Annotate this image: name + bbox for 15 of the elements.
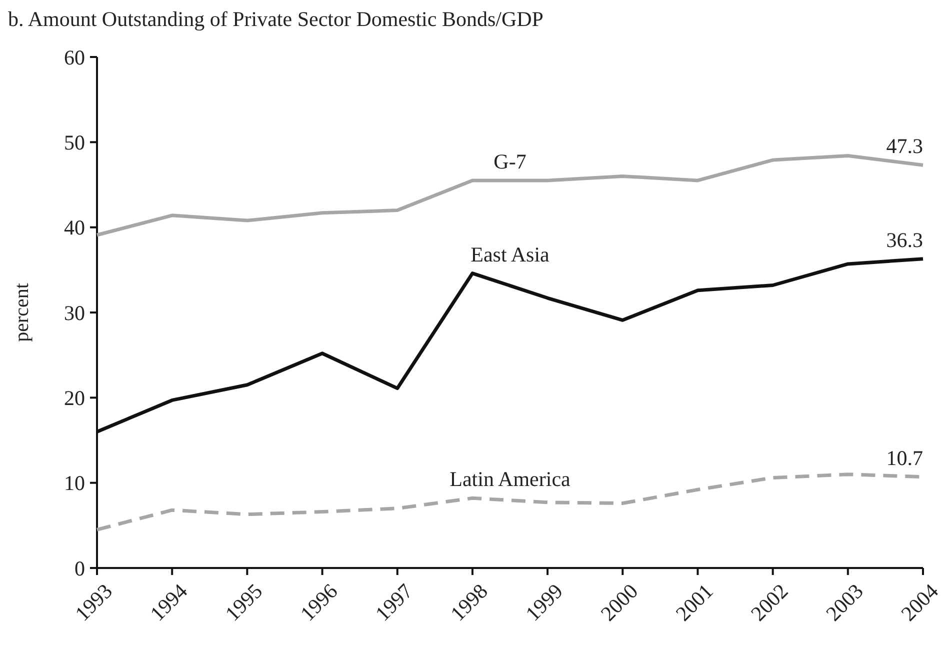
y-tick-label: 20 bbox=[64, 386, 85, 410]
series-label: Latin America bbox=[450, 467, 572, 492]
series-label: G-7 bbox=[494, 149, 526, 174]
chart-title: b. Amount Outstanding of Private Sector Domestic Bonds/GDP bbox=[8, 7, 544, 31]
data-label: 47.3 bbox=[886, 134, 923, 158]
y-tick-label: 60 bbox=[64, 45, 85, 70]
y-axis-title: percent bbox=[11, 282, 33, 342]
y-tick-label: 40 bbox=[64, 216, 85, 240]
data-label: 36.3 bbox=[886, 228, 923, 252]
y-tick-label: 50 bbox=[64, 130, 85, 155]
data-label: 10.7 bbox=[886, 446, 923, 470]
y-tick-label: 10 bbox=[64, 471, 85, 496]
y-tick-label: 30 bbox=[64, 300, 85, 325]
y-tick-label: 0 bbox=[74, 556, 85, 580]
series-label: East Asia bbox=[470, 242, 550, 266]
